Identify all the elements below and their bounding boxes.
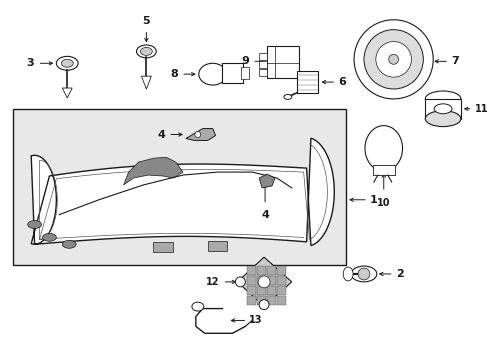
- Text: 2: 2: [395, 269, 403, 279]
- Bar: [372, 165, 394, 175]
- Bar: [266, 286, 275, 295]
- Bar: [266, 266, 275, 275]
- Bar: [276, 276, 285, 285]
- Polygon shape: [141, 76, 151, 89]
- Circle shape: [194, 131, 201, 138]
- Bar: [257, 266, 265, 275]
- Text: 4: 4: [157, 130, 165, 140]
- Bar: [259, 69, 266, 76]
- Bar: [221, 63, 243, 83]
- Text: 11: 11: [474, 104, 487, 114]
- Bar: [257, 276, 265, 285]
- Ellipse shape: [343, 267, 352, 281]
- Bar: [13, 109, 346, 265]
- Bar: [296, 71, 318, 93]
- Polygon shape: [31, 138, 334, 246]
- Ellipse shape: [199, 63, 226, 85]
- Circle shape: [357, 268, 369, 280]
- Ellipse shape: [140, 48, 152, 55]
- Ellipse shape: [350, 266, 376, 282]
- Bar: [276, 296, 285, 305]
- Bar: [247, 286, 256, 295]
- Circle shape: [388, 54, 398, 64]
- Circle shape: [375, 41, 410, 77]
- Polygon shape: [259, 174, 274, 188]
- Circle shape: [235, 277, 245, 287]
- Text: 8: 8: [170, 69, 178, 79]
- Text: 4: 4: [261, 210, 268, 220]
- Circle shape: [259, 300, 268, 310]
- Bar: [266, 296, 275, 305]
- Text: 9: 9: [241, 56, 249, 66]
- Bar: [207, 241, 227, 251]
- Text: 1: 1: [369, 195, 377, 205]
- Circle shape: [363, 30, 423, 89]
- Bar: [257, 286, 265, 295]
- Ellipse shape: [433, 104, 451, 114]
- Polygon shape: [237, 257, 291, 307]
- Bar: [259, 61, 266, 68]
- Ellipse shape: [42, 233, 56, 241]
- Ellipse shape: [28, 221, 41, 229]
- Ellipse shape: [425, 111, 460, 127]
- Text: 12: 12: [205, 277, 219, 287]
- Polygon shape: [62, 88, 72, 98]
- Polygon shape: [185, 129, 215, 140]
- Bar: [276, 266, 285, 275]
- Bar: [266, 46, 298, 78]
- Bar: [257, 296, 265, 305]
- Text: 6: 6: [338, 77, 346, 87]
- Ellipse shape: [56, 57, 78, 70]
- Text: 10: 10: [376, 198, 390, 208]
- Circle shape: [258, 276, 269, 288]
- Bar: [153, 242, 173, 252]
- Bar: [266, 276, 275, 285]
- Ellipse shape: [364, 126, 402, 171]
- Bar: [241, 67, 249, 79]
- Bar: [425, 99, 460, 119]
- Polygon shape: [123, 157, 183, 185]
- Ellipse shape: [283, 94, 291, 99]
- Bar: [259, 53, 266, 60]
- Ellipse shape: [136, 45, 156, 58]
- Ellipse shape: [191, 302, 203, 311]
- Bar: [247, 266, 256, 275]
- Ellipse shape: [61, 59, 73, 67]
- Text: 5: 5: [142, 16, 150, 26]
- Text: 3: 3: [26, 58, 34, 68]
- Bar: [247, 296, 256, 305]
- Bar: [247, 276, 256, 285]
- Ellipse shape: [425, 91, 460, 107]
- Text: 7: 7: [450, 56, 458, 66]
- Circle shape: [353, 20, 432, 99]
- Text: 13: 13: [249, 315, 262, 325]
- Bar: [276, 286, 285, 295]
- Ellipse shape: [62, 240, 76, 248]
